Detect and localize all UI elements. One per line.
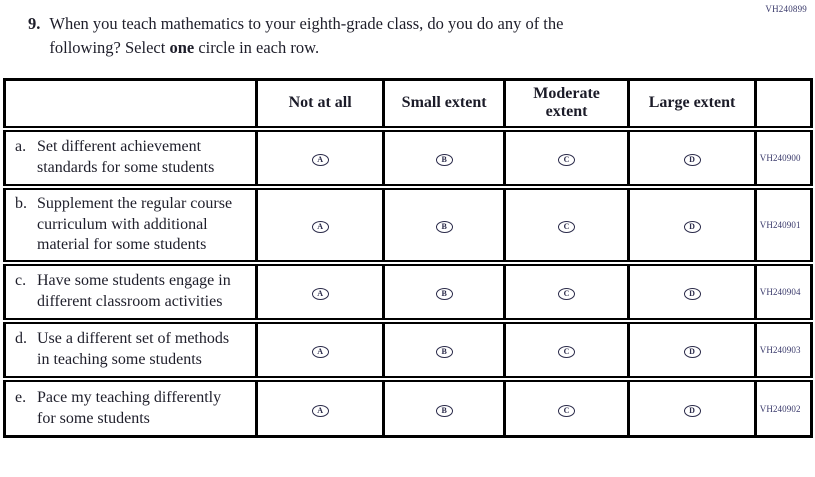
column-header-blank xyxy=(4,79,258,132)
row-e-stem: e. Pace my teaching differently for some… xyxy=(4,378,258,437)
row-a-stem: a. Set different achievement standards f… xyxy=(4,128,258,190)
bubble-a-D[interactable]: D xyxy=(683,153,701,166)
row-d-stem: d. Use a different set of methods in tea… xyxy=(4,320,258,382)
bubble-c-D[interactable]: D xyxy=(683,287,701,300)
row-c-cell-not-at-all: A xyxy=(256,262,386,324)
bubble-a-C[interactable]: C xyxy=(558,153,576,166)
response-grid: Not at all Small extent Moderate extent … xyxy=(3,78,813,439)
table-row-d: d. Use a different set of methods in tea… xyxy=(4,320,812,382)
row-c-vh-code: VH240904 xyxy=(755,262,812,324)
row-a-vh-code: VH240900 xyxy=(755,128,812,190)
row-c-stem: c. Have some students engage in differen… xyxy=(4,262,258,324)
question-text-prefix: When you teach mathematics to your eight… xyxy=(49,14,564,57)
row-d-cell-not-at-all: A xyxy=(256,320,386,382)
bubble-e-C[interactable]: C xyxy=(558,404,576,417)
bubble-e-D[interactable]: D xyxy=(683,404,701,417)
row-d-text: Use a different set of methods in teachi… xyxy=(37,330,230,368)
row-d-vh-code: VH240903 xyxy=(755,320,812,382)
question-text-suffix: circle in each row. xyxy=(194,37,320,57)
bubble-c-B[interactable]: B xyxy=(435,287,453,300)
column-header-moderate-extent: Moderate extent xyxy=(504,79,631,132)
row-b-cell-not-at-all: A xyxy=(256,186,386,266)
row-b-text: Supplement the regular course curriculum… xyxy=(37,195,233,254)
table-row-c: c. Have some students engage in differen… xyxy=(4,262,812,324)
bubble-d-C[interactable]: C xyxy=(558,345,576,358)
row-b-label: b. xyxy=(15,195,27,213)
row-a-cell-large-extent: D xyxy=(628,128,757,190)
row-a-text: Set different achievement standards for … xyxy=(37,138,215,176)
row-a-cell-moderate-extent: C xyxy=(504,128,631,190)
row-e-cell-moderate-extent: C xyxy=(504,378,631,437)
table-row-e: e. Pace my teaching differently for some… xyxy=(4,378,812,437)
row-d-cell-small-extent: B xyxy=(383,320,506,382)
row-b-vh-code: VH240901 xyxy=(755,186,812,266)
question-text-emphasis: one xyxy=(169,37,195,57)
bubble-d-B[interactable]: B xyxy=(435,345,453,358)
column-header-large-extent: Large extent xyxy=(628,79,757,132)
row-e-cell-large-extent: D xyxy=(628,378,757,437)
row-c-label: c. xyxy=(15,272,27,290)
row-c-cell-small-extent: B xyxy=(383,262,506,324)
bubble-a-A[interactable]: A xyxy=(311,153,329,166)
row-d-label: d. xyxy=(15,330,27,348)
bubble-c-A[interactable]: A xyxy=(311,287,329,300)
row-a-cell-not-at-all: A xyxy=(256,128,386,190)
page-vh-code: VH240899 xyxy=(765,4,807,14)
row-e-label: e. xyxy=(15,389,27,407)
bubble-a-B[interactable]: B xyxy=(435,153,453,166)
row-b-stem: b. Supplement the regular course curricu… xyxy=(4,186,258,266)
table-row-a: a. Set different achievement standards f… xyxy=(4,128,812,190)
bubble-b-D[interactable]: D xyxy=(683,220,701,233)
question-number: 9. xyxy=(28,14,41,33)
row-e-text: Pace my teaching differently for some st… xyxy=(37,389,222,427)
bubble-d-A[interactable]: A xyxy=(311,345,329,358)
header-row: Not at all Small extent Moderate extent … xyxy=(4,79,812,132)
question-block: 9. When you teach mathematics to your ei… xyxy=(28,12,629,60)
row-a-cell-small-extent: B xyxy=(383,128,506,190)
bubble-b-A[interactable]: A xyxy=(311,220,329,233)
row-d-cell-large-extent: D xyxy=(628,320,757,382)
column-header-code xyxy=(755,79,812,132)
row-c-cell-large-extent: D xyxy=(628,262,757,324)
column-header-small-extent: Small extent xyxy=(383,79,506,132)
bubble-b-B[interactable]: B xyxy=(435,220,453,233)
row-d-cell-moderate-extent: C xyxy=(504,320,631,382)
bubble-e-B[interactable]: B xyxy=(435,404,453,417)
row-c-text: Have some students engage in different c… xyxy=(37,272,231,310)
bubble-b-C[interactable]: C xyxy=(558,220,576,233)
row-b-cell-small-extent: B xyxy=(383,186,506,266)
row-a-label: a. xyxy=(15,138,27,156)
row-e-vh-code: VH240902 xyxy=(755,378,812,437)
bubble-c-C[interactable]: C xyxy=(558,287,576,300)
table-row-b: b. Supplement the regular course curricu… xyxy=(4,186,812,266)
row-e-cell-small-extent: B xyxy=(383,378,506,437)
row-c-cell-moderate-extent: C xyxy=(504,262,631,324)
bubble-d-D[interactable]: D xyxy=(683,345,701,358)
bubble-e-A[interactable]: A xyxy=(311,404,329,417)
column-header-not-at-all: Not at all xyxy=(256,79,386,132)
row-b-cell-moderate-extent: C xyxy=(504,186,631,266)
row-b-cell-large-extent: D xyxy=(628,186,757,266)
question-text: When you teach mathematics to your eight… xyxy=(49,12,629,60)
row-e-cell-not-at-all: A xyxy=(256,378,386,437)
